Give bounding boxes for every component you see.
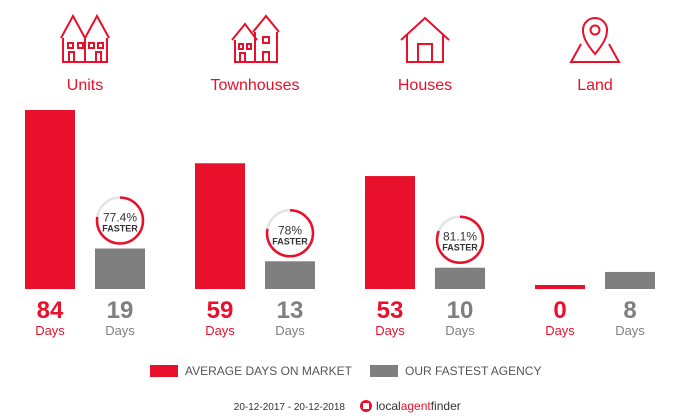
svg-text:localagentfinder: localagentfinder bbox=[376, 399, 461, 413]
faster-badges-group: 77.4%FASTER 78%FASTER 81.1%FASTER bbox=[95, 196, 485, 264]
faster-badge-houses: 81.1%FASTER bbox=[435, 215, 485, 264]
faster-badge-townhouses: 78%FASTER bbox=[265, 209, 315, 258]
houses-icon bbox=[400, 16, 450, 63]
localagentfinder-logo: localagentfinder bbox=[360, 399, 461, 413]
value-fastest-houses: 10 bbox=[447, 297, 474, 324]
category-label-land: Land bbox=[577, 77, 613, 94]
category-label-units: Units bbox=[67, 77, 103, 94]
townhouses-icon bbox=[231, 14, 280, 63]
land-pin-icon bbox=[569, 17, 621, 63]
faster-ring-progress bbox=[435, 215, 485, 264]
value-unit-average-land: Days bbox=[545, 323, 575, 338]
faster-ring-progress bbox=[265, 209, 315, 258]
faster-label: FASTER bbox=[442, 243, 478, 253]
value-unit-average-units: Days bbox=[35, 323, 65, 338]
legend-label-average: AVERAGE DAYS ON MARKET bbox=[185, 364, 353, 378]
value-labels-group: 84Days19Days59Days13Days53Days10Days0Day… bbox=[35, 297, 645, 338]
value-average-townhouses: 59 bbox=[207, 297, 234, 324]
value-fastest-land: 8 bbox=[623, 297, 636, 324]
value-unit-fastest-townhouses: Days bbox=[275, 323, 305, 338]
value-average-units: 84 bbox=[37, 297, 64, 324]
bar-fastest-units bbox=[95, 248, 145, 289]
faster-label: FASTER bbox=[272, 236, 308, 246]
bars-group bbox=[25, 110, 655, 289]
category-label-houses: Houses bbox=[398, 77, 452, 94]
bar-average-units bbox=[25, 110, 75, 289]
faster-percent: 81.1% bbox=[443, 230, 477, 244]
bar-fastest-houses bbox=[435, 267, 485, 289]
faster-ring-progress bbox=[95, 196, 145, 245]
date-range: 20-12-2017 - 20-12-2018 bbox=[234, 402, 346, 413]
faster-label: FASTER bbox=[102, 224, 138, 234]
value-average-land: 0 bbox=[553, 297, 566, 324]
bar-average-townhouses bbox=[195, 163, 245, 289]
units-icon bbox=[60, 13, 110, 63]
bar-fastest-land bbox=[605, 271, 655, 289]
bar-average-houses bbox=[365, 176, 415, 289]
faster-percent: 77.4% bbox=[103, 211, 137, 225]
value-unit-fastest-units: Days bbox=[105, 323, 135, 338]
category-label-townhouses: Townhouses bbox=[211, 77, 300, 94]
value-fastest-units: 19 bbox=[107, 297, 134, 324]
legend-swatch-average bbox=[150, 365, 178, 377]
value-unit-fastest-land: Days bbox=[615, 323, 645, 338]
bar-fastest-townhouses bbox=[265, 261, 315, 289]
legend-label-fastest: OUR FASTEST AGENCY bbox=[405, 364, 541, 378]
value-unit-average-houses: Days bbox=[375, 323, 405, 338]
bar-average-land bbox=[535, 285, 585, 289]
faster-badge-units: 77.4%FASTER bbox=[95, 196, 145, 245]
value-unit-average-townhouses: Days bbox=[205, 323, 235, 338]
value-unit-fastest-houses: Days bbox=[445, 323, 475, 338]
value-average-houses: 53 bbox=[377, 297, 404, 324]
faster-percent: 78% bbox=[278, 223, 302, 237]
legend-swatch-fastest bbox=[370, 365, 398, 377]
value-fastest-townhouses: 13 bbox=[277, 297, 304, 324]
